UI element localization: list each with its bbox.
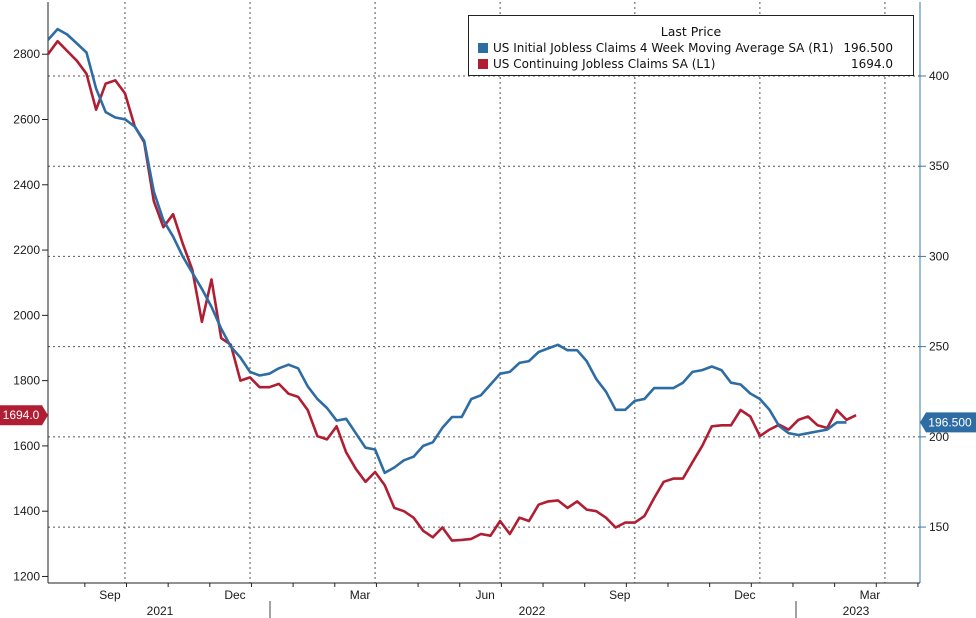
grid-lines (48, 2, 920, 583)
left-tick-label-1600: 1600 (13, 439, 40, 453)
continuing-claims-line (46, 39, 857, 542)
legend-entry-initial-claims: US Initial Jobless Claims 4 Week Moving … (478, 40, 893, 55)
left-tick-label-2600: 2600 (13, 113, 40, 127)
left-tick-label-1200: 1200 (13, 569, 40, 583)
left-tick-label-2400: 2400 (13, 178, 40, 192)
left-tick-label-1800: 1800 (13, 374, 40, 388)
last-value-labels: 1694.0 196.500 (0, 405, 976, 433)
x-month-label-1: Dec (224, 588, 245, 602)
right-last-value-tag (920, 412, 976, 433)
series-layer (46, 27, 857, 542)
right-tick-label-400: 400 (929, 69, 949, 83)
left-tick-label-2000: 2000 (13, 308, 40, 322)
x-month-label-3: Jun (475, 588, 494, 602)
x-year-label-2: 2023 (843, 604, 870, 618)
right-axis-ticks: 150 200 250 300 350 400 (920, 69, 949, 534)
x-month-label-4: Sep (609, 588, 631, 602)
x-month-label-6: Mar (860, 588, 881, 602)
legend-value-initial-claims: 196.500 (843, 40, 893, 55)
right-tick-label-250: 250 (929, 340, 949, 354)
x-year-label-1: 2022 (519, 604, 546, 618)
right-tick-label-300: 300 (929, 249, 949, 263)
right-tick-label-150: 150 (929, 520, 949, 534)
x-month-label-5: Dec (734, 588, 755, 602)
right-last-value-text: 196.500 (928, 415, 972, 429)
x-year-label-0: 2021 (147, 604, 174, 618)
legend: Last Price US Initial Jobless Claims 4 W… (468, 15, 914, 76)
x-month-label-0: Sep (99, 588, 121, 602)
left-last-value-tag (0, 405, 48, 426)
x-axis-ticks: Sep Dec Mar Jun Sep Dec Mar 2021 2022 2023 (84, 583, 919, 618)
axes (47, 2, 921, 584)
right-tick-label-350: 350 (929, 159, 949, 173)
legend-entry-continuing-claims: US Continuing Jobless Claims SA (L1) 169… (478, 56, 893, 71)
legend-swatch-blue (478, 42, 488, 53)
left-tick-label-2800: 2800 (13, 47, 40, 61)
legend-value-continuing-claims: 1694.0 (851, 56, 893, 71)
left-tick-label-1400: 1400 (13, 504, 40, 518)
legend-swatch-red (478, 58, 488, 69)
legend-label-continuing-claims: US Continuing Jobless Claims SA (L1) (493, 56, 716, 71)
legend-title: Last Price (660, 24, 722, 39)
right-tick-label-200: 200 (929, 430, 949, 444)
left-last-value-text: 1694.0 (3, 408, 40, 422)
initial-claims-line (47, 27, 847, 475)
left-tick-label-2200: 2200 (13, 243, 40, 257)
legend-label-initial-claims: US Initial Jobless Claims 4 Week Moving … (493, 40, 834, 55)
x-month-label-2: Mar (350, 588, 371, 602)
left-axis-ticks: 1200 1400 1600 1800 2000 2200 2400 2600 2800 (13, 47, 48, 583)
